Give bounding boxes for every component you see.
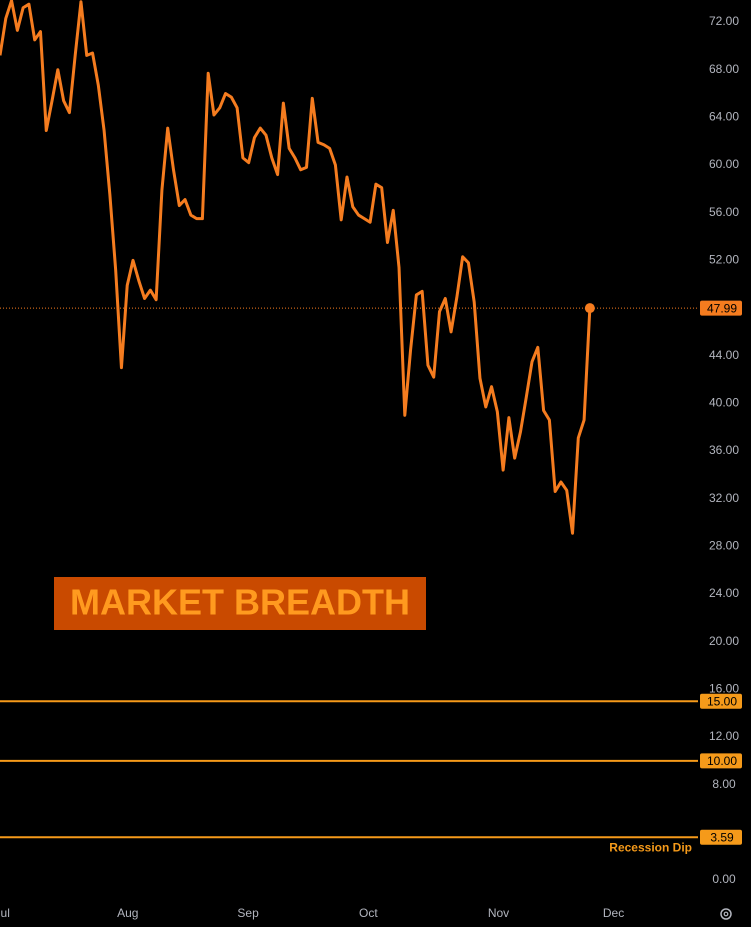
series-line xyxy=(0,0,592,535)
y-tick-label: 60.00 xyxy=(709,157,739,171)
level-label: 10.00 xyxy=(707,754,737,768)
settings-icon[interactable] xyxy=(720,908,732,920)
y-tick-label: 0.00 xyxy=(712,872,736,886)
y-tick-label: 16.00 xyxy=(709,682,739,696)
level-label-box xyxy=(700,829,742,845)
y-tick-label: 20.00 xyxy=(709,634,739,648)
chart-title: MARKET BREADTH xyxy=(70,582,410,623)
level-label: 3.59 xyxy=(710,830,734,844)
last-price-box xyxy=(700,300,742,316)
x-tick-label: Sep xyxy=(237,906,259,920)
last-point xyxy=(584,303,595,314)
x-tick-label: Nov xyxy=(488,906,509,920)
x-tick-label: Dec xyxy=(603,906,624,920)
y-tick-label: 40.00 xyxy=(709,396,739,410)
level-name: Recession Dip xyxy=(609,840,692,854)
y-tick-label: 8.00 xyxy=(712,777,736,791)
level-label-box xyxy=(700,693,742,709)
level-label: 15.00 xyxy=(707,694,737,708)
y-tick-label: 72.00 xyxy=(709,14,739,28)
y-tick-label: 28.00 xyxy=(709,539,739,553)
settings-core xyxy=(723,911,729,917)
y-tick-label: 24.00 xyxy=(709,586,739,600)
y-tick-label: 36.00 xyxy=(709,443,739,457)
x-tick-label: ul xyxy=(1,906,10,920)
settings-ring xyxy=(720,908,732,920)
y-tick-label: 68.00 xyxy=(709,62,739,76)
last-price-label: 47.99 xyxy=(707,301,737,315)
title-box xyxy=(54,577,426,630)
y-tick-label: 52.00 xyxy=(709,253,739,267)
x-tick-label: Oct xyxy=(359,906,378,920)
y-tick-label: 12.00 xyxy=(709,729,739,743)
y-tick-label: 64.00 xyxy=(709,110,739,124)
y-tick-label: 32.00 xyxy=(709,491,739,505)
level-label-box xyxy=(700,753,742,769)
x-tick-label: Aug xyxy=(117,906,138,920)
y-tick-label: 44.00 xyxy=(709,348,739,362)
y-tick-label: 56.00 xyxy=(709,205,739,219)
